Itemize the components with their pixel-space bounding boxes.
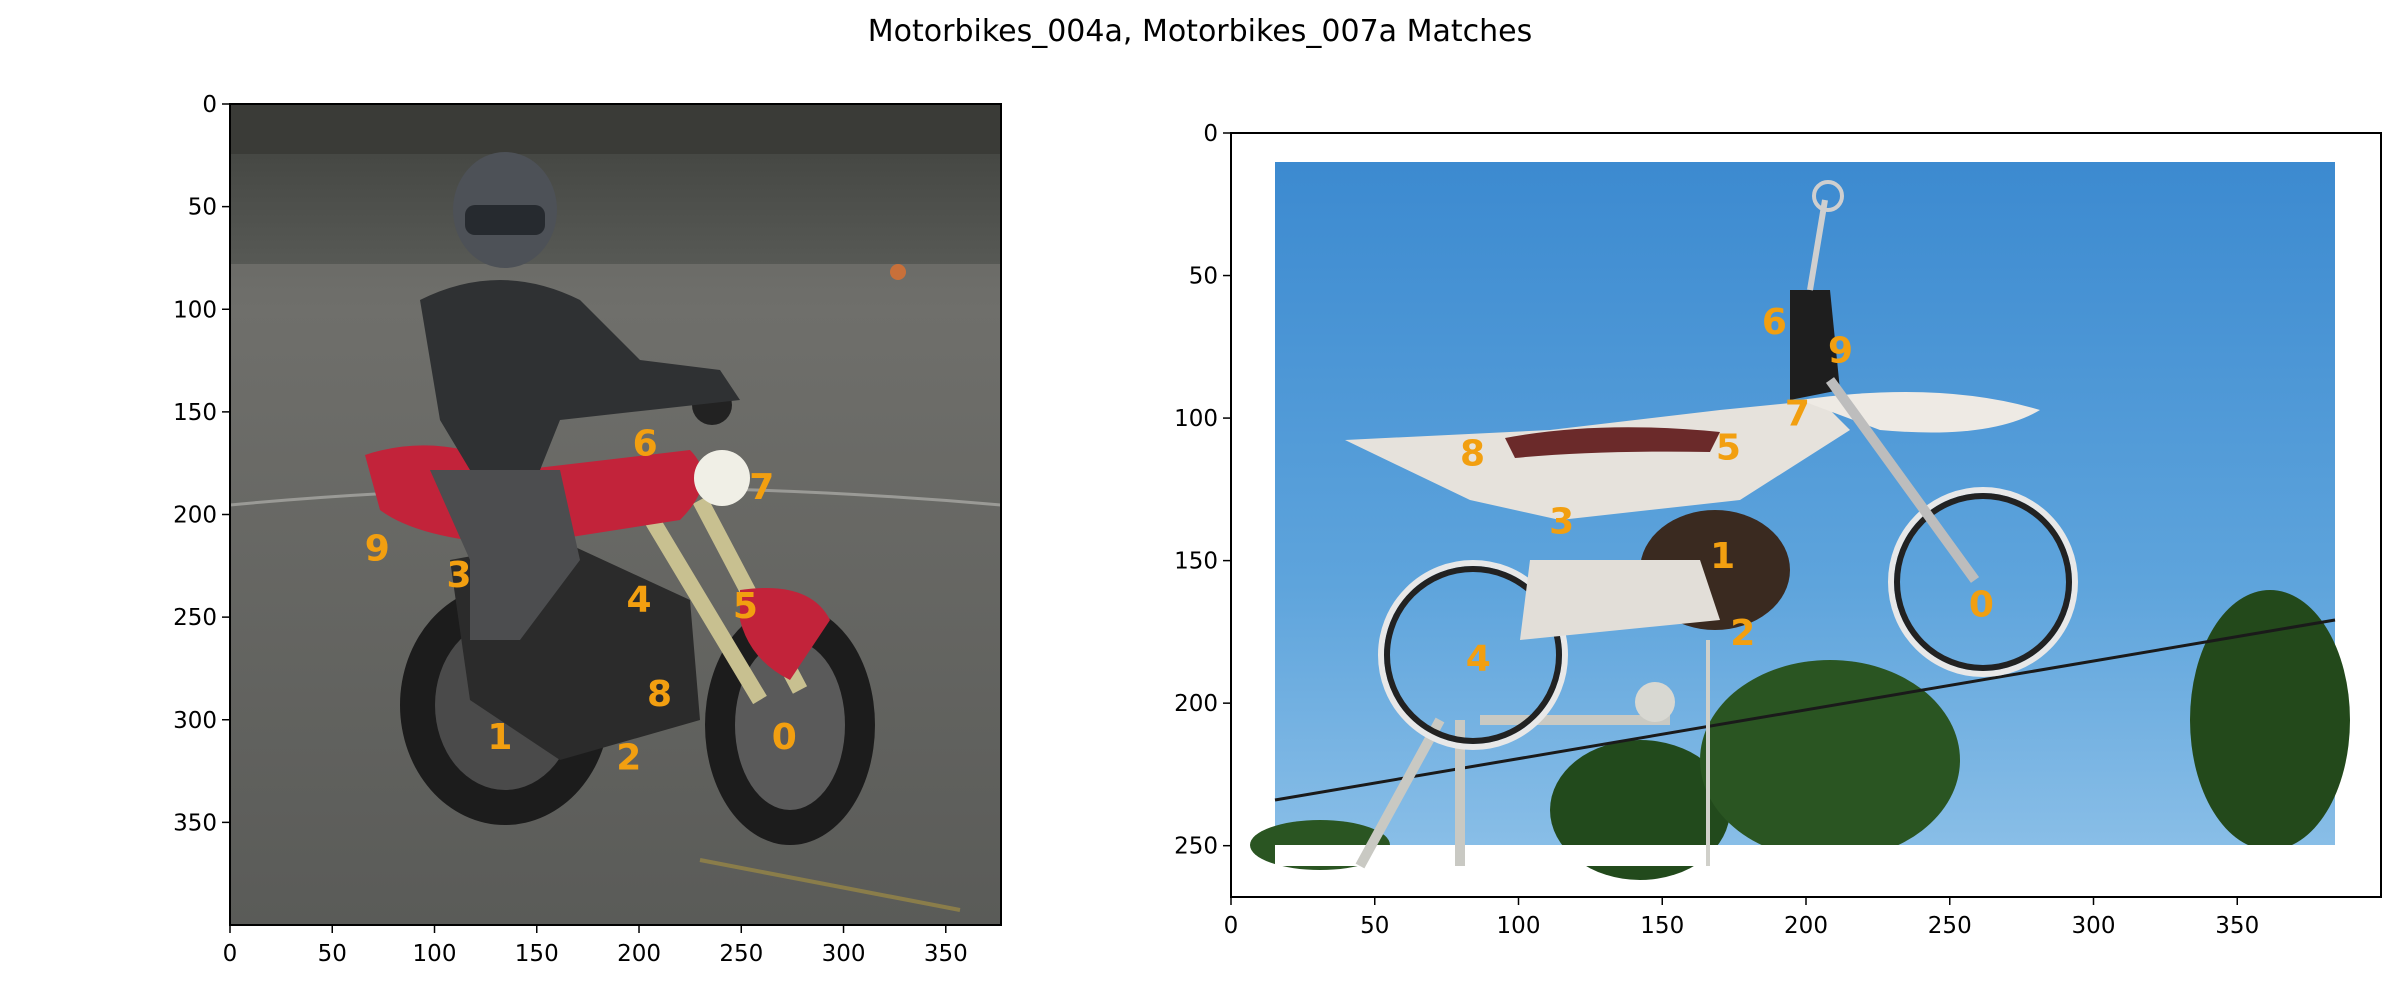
marks-layer: 0 1 2 3 4 5 6 7 8 9 0 1 2 3 4 5 6 7 8 9 [365, 302, 1994, 779]
y-tick-label: 150 [1174, 549, 1218, 575]
x-tick-label: 100 [1497, 913, 1541, 939]
y-tick-label: 100 [1174, 406, 1218, 432]
axes-1: 0 50 100 150 200 250 300 3500501001502002503003… [173, 92, 968, 967]
x-tick-label: 350 [924, 941, 968, 967]
x-tick-label: 200 [617, 941, 661, 967]
x-tick-label: 350 [2215, 913, 2259, 939]
match-point-1: 1 [487, 717, 512, 758]
y-tick-label: 100 [173, 297, 217, 323]
match-point-3: 3 [1549, 502, 1574, 543]
match-point-4: 4 [626, 580, 651, 621]
matches-2: 0 1 2 3 4 5 6 7 8 9 [1460, 302, 1994, 679]
figure-title: Motorbikes_004a, Motorbikes_007a Matches [867, 14, 1533, 49]
match-point-2: 2 [1730, 613, 1755, 654]
match-point-9: 9 [365, 528, 390, 569]
y-tick-label: 200 [173, 503, 217, 529]
match-point-8: 8 [1460, 433, 1485, 474]
y-tick-label: 150 [173, 400, 217, 426]
y-tick-label: 300 [173, 708, 217, 734]
match-point-9: 9 [1828, 331, 1853, 372]
y-tick-label: 0 [202, 92, 217, 118]
match-point-3: 3 [447, 555, 472, 596]
right-photo [1231, 133, 2381, 897]
x-tick-label: 150 [515, 941, 559, 967]
y-tick-label: 200 [1174, 691, 1218, 717]
x-tick-label: 50 [318, 941, 347, 967]
match-point-5: 5 [1716, 428, 1741, 469]
match-point-0: 0 [1969, 584, 1994, 625]
x-tick-label: 100 [413, 941, 457, 967]
match-point-7: 7 [1785, 393, 1810, 434]
match-point-8: 8 [647, 674, 672, 715]
x-tick-label: 300 [822, 941, 866, 967]
match-point-1: 1 [1710, 536, 1735, 577]
match-point-7: 7 [749, 467, 774, 508]
x-tick-label: 0 [223, 941, 238, 967]
match-point-6: 6 [633, 424, 658, 465]
y-tick-label: 0 [1203, 121, 1218, 147]
x-tick-label: 300 [2072, 913, 2116, 939]
x-tick-label: 150 [1640, 913, 1684, 939]
x-tick-label: 50 [1360, 913, 1389, 939]
match-point-0: 0 [772, 717, 797, 758]
y-tick-label: 50 [188, 195, 217, 221]
x-tick-label: 200 [1784, 913, 1828, 939]
match-point-4: 4 [1466, 639, 1491, 680]
match-point-5: 5 [733, 586, 758, 627]
axes-layer: 0 50 100 150 200 250 300 3500501001502002503003… [173, 92, 2259, 967]
x-tick-label: 250 [719, 941, 763, 967]
match-point-6: 6 [1762, 302, 1787, 343]
x-tick-label: 0 [1224, 913, 1239, 939]
left-photo [230, 104, 1001, 925]
y-tick-label: 50 [1189, 264, 1218, 290]
y-tick-label: 350 [173, 810, 217, 836]
match-point-2: 2 [616, 738, 641, 779]
y-tick-label: 250 [1174, 834, 1218, 860]
x-tick-label: 250 [1928, 913, 1972, 939]
y-tick-label: 250 [173, 605, 217, 631]
matches-1: 0 1 2 3 4 5 6 7 8 9 [365, 424, 797, 779]
